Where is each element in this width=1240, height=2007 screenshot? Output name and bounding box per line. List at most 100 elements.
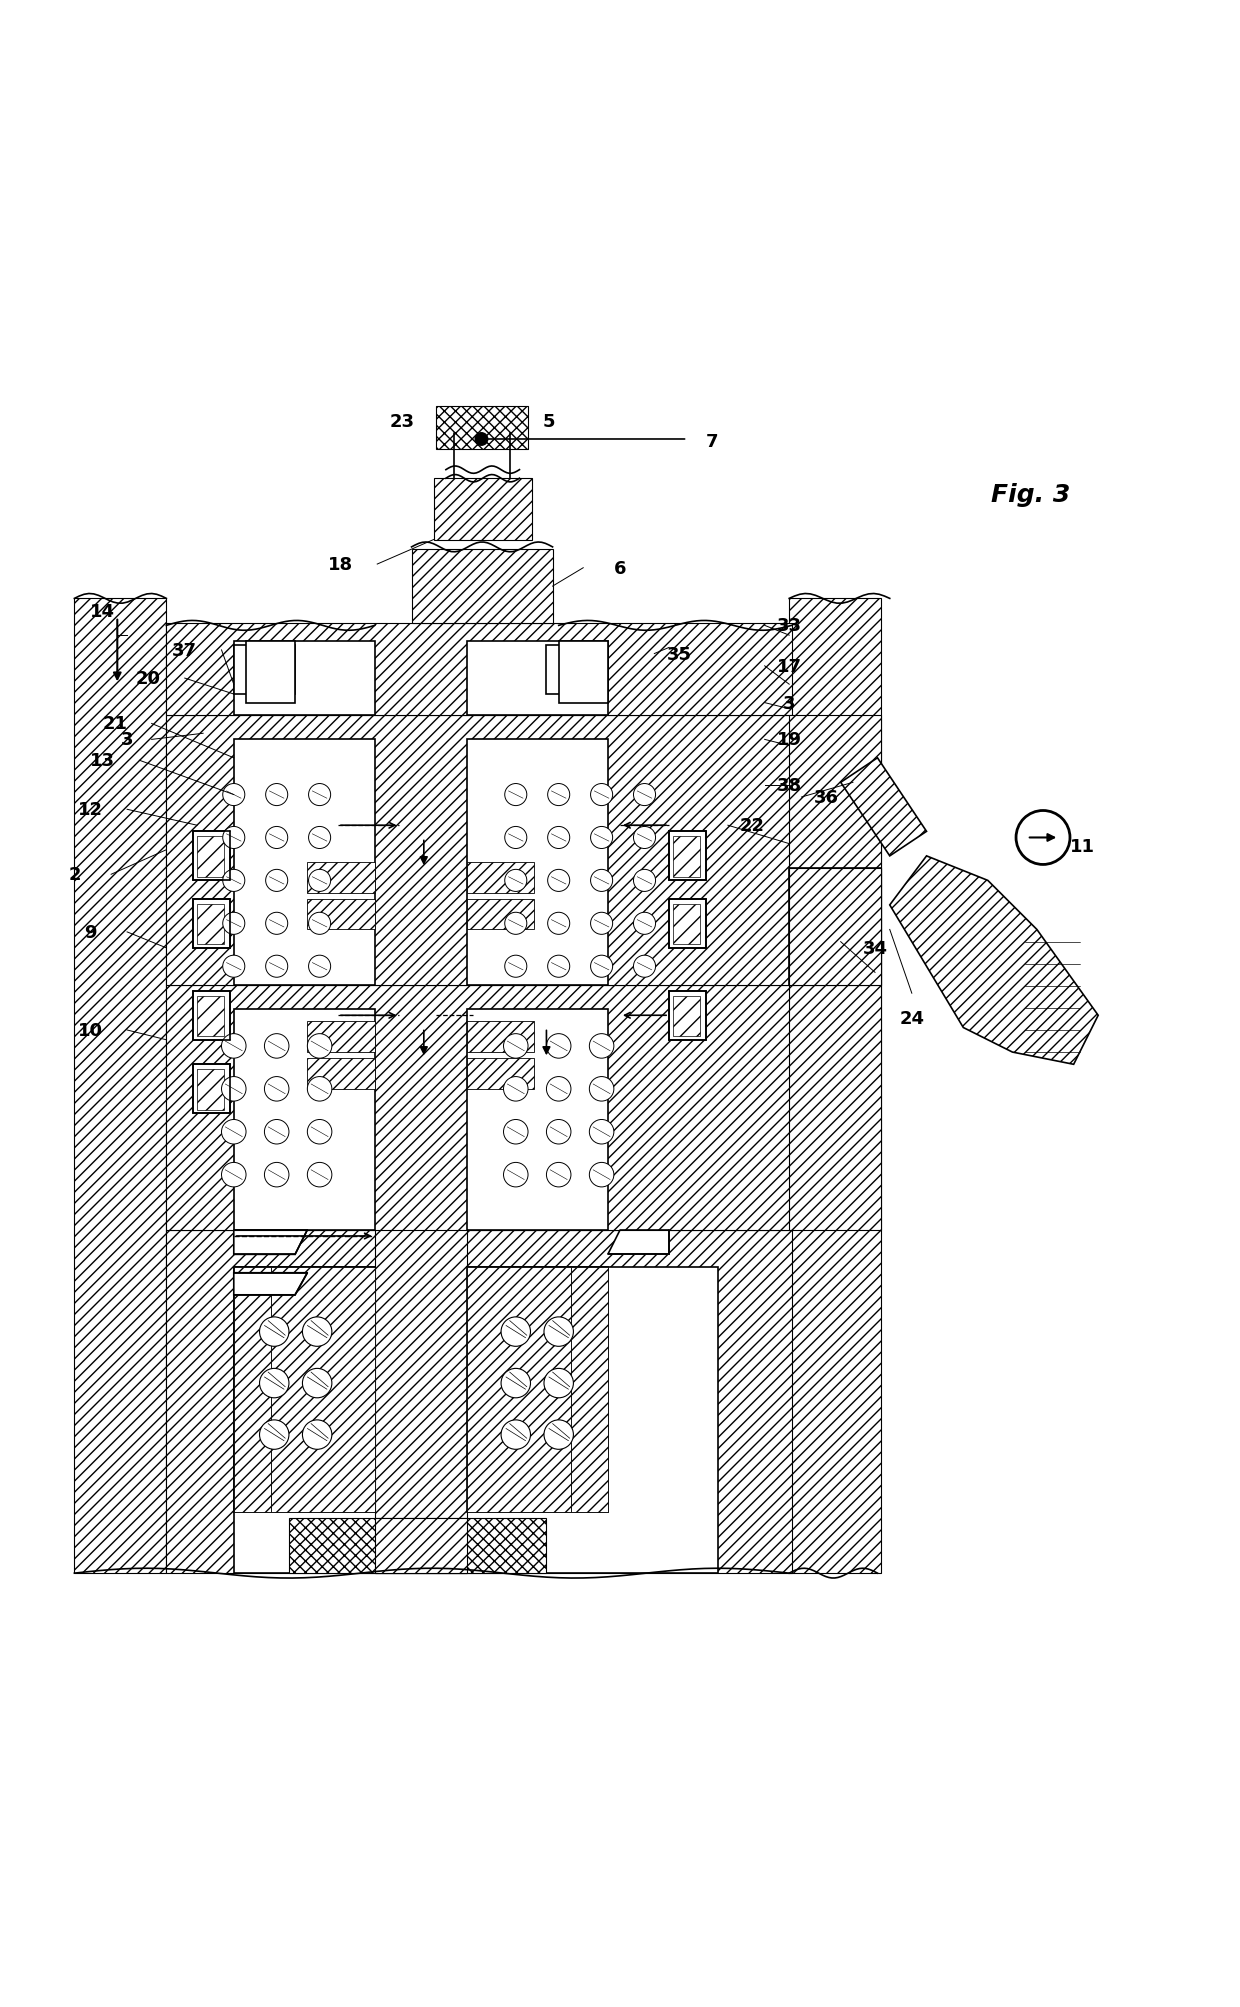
Bar [789, 598, 882, 1573]
Bar [308, 899, 374, 929]
Text: 38: 38 [776, 777, 802, 795]
Bar [434, 480, 532, 540]
Polygon shape [608, 1230, 670, 1254]
Circle shape [265, 955, 288, 977]
Bar [466, 741, 608, 985]
Text: 3: 3 [782, 694, 795, 712]
Circle shape [222, 1034, 246, 1058]
Circle shape [223, 827, 244, 849]
Circle shape [505, 827, 527, 849]
Bar [234, 646, 295, 694]
Circle shape [590, 785, 613, 807]
Bar [166, 1230, 791, 1573]
Circle shape [308, 1078, 332, 1102]
Circle shape [548, 827, 569, 849]
Text: 19: 19 [776, 731, 802, 749]
Bar [234, 642, 374, 716]
Circle shape [222, 1162, 246, 1188]
Circle shape [308, 1120, 332, 1144]
Circle shape [505, 913, 527, 935]
Polygon shape [234, 1230, 308, 1254]
Circle shape [223, 913, 244, 935]
Circle shape [503, 1120, 528, 1144]
Text: 9: 9 [84, 923, 97, 941]
Bar [166, 985, 791, 1230]
Circle shape [547, 1162, 570, 1188]
Circle shape [634, 955, 656, 977]
Circle shape [501, 1421, 531, 1449]
Bar [436, 407, 528, 450]
Bar [673, 837, 699, 877]
Bar [570, 1266, 608, 1511]
Bar [193, 833, 231, 881]
Bar [74, 598, 166, 1573]
Bar [466, 1058, 534, 1090]
Bar [789, 869, 882, 985]
Bar [466, 1266, 608, 1511]
Circle shape [309, 913, 331, 935]
Text: 7: 7 [706, 434, 718, 452]
Text: 6: 6 [614, 560, 626, 578]
Circle shape [265, 869, 288, 891]
Circle shape [589, 1162, 614, 1188]
Circle shape [259, 1317, 289, 1347]
Text: 22: 22 [740, 817, 765, 835]
Bar [466, 642, 608, 716]
Text: 10: 10 [78, 1022, 103, 1040]
Text: 23: 23 [389, 411, 414, 429]
Bar [234, 1266, 270, 1511]
Circle shape [589, 1078, 614, 1102]
Circle shape [590, 869, 613, 891]
Circle shape [264, 1162, 289, 1188]
Circle shape [547, 1120, 570, 1144]
Circle shape [505, 869, 527, 891]
Text: 24: 24 [899, 1010, 924, 1028]
Text: 37: 37 [172, 642, 197, 660]
Bar [308, 1058, 374, 1090]
Circle shape [505, 785, 527, 807]
Polygon shape [890, 857, 1099, 1066]
Bar [193, 1066, 231, 1114]
Bar [466, 899, 534, 929]
Bar [412, 550, 553, 624]
Bar [166, 624, 791, 716]
Circle shape [544, 1317, 573, 1347]
Bar [670, 899, 706, 949]
Circle shape [309, 869, 331, 891]
Bar [234, 1266, 718, 1573]
Circle shape [223, 955, 244, 977]
Circle shape [589, 1120, 614, 1144]
Text: 18: 18 [327, 556, 353, 574]
Bar [789, 869, 882, 985]
Text: 13: 13 [91, 753, 115, 771]
Bar [197, 995, 224, 1036]
Text: 20: 20 [135, 670, 160, 688]
Text: 17: 17 [776, 658, 802, 676]
Bar [673, 995, 699, 1036]
Circle shape [309, 785, 331, 807]
Circle shape [303, 1369, 332, 1399]
Bar [289, 1517, 547, 1573]
Circle shape [308, 1162, 332, 1188]
Circle shape [309, 955, 331, 977]
Bar [559, 642, 608, 702]
Bar [466, 1010, 608, 1230]
Circle shape [309, 827, 331, 849]
Circle shape [634, 913, 656, 935]
Circle shape [544, 1421, 573, 1449]
Circle shape [634, 785, 656, 807]
Circle shape [501, 1369, 531, 1399]
Circle shape [265, 913, 288, 935]
Circle shape [590, 955, 613, 977]
Text: 21: 21 [103, 714, 128, 733]
Bar [197, 1070, 224, 1110]
Circle shape [475, 434, 487, 446]
Circle shape [589, 1034, 614, 1058]
Text: 2: 2 [68, 865, 81, 883]
Circle shape [548, 869, 569, 891]
Bar [234, 1266, 374, 1511]
Circle shape [222, 1078, 246, 1102]
Bar [193, 991, 231, 1040]
Text: 11: 11 [1070, 837, 1095, 855]
Bar [466, 863, 534, 893]
